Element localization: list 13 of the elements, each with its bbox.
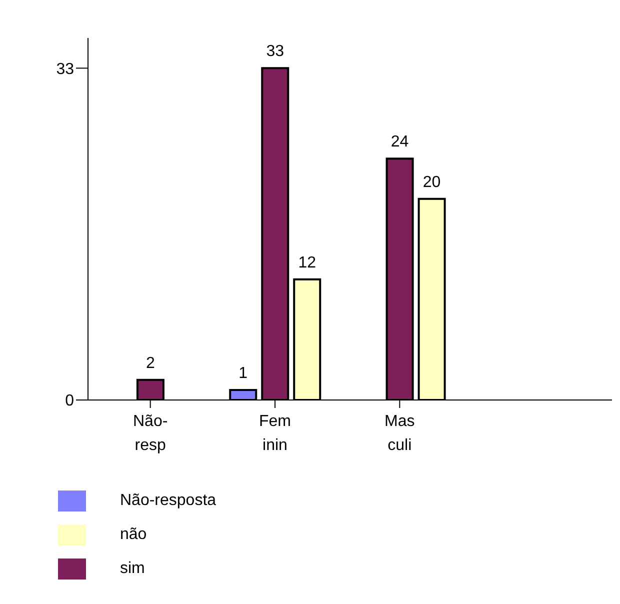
data-label: 1: [238, 364, 248, 382]
legend-label: não: [120, 525, 148, 545]
legend-label: sim: [120, 559, 146, 579]
data-label: 33: [266, 43, 284, 60]
x-tick-label: Não-resp: [132, 413, 168, 454]
legend-label: Não-resposta: [120, 491, 218, 511]
data-label: 12: [298, 254, 316, 272]
data-label: 2: [146, 354, 155, 372]
x-tick-label: Feminin: [259, 413, 291, 454]
x-tick-label: Masculi: [384, 413, 415, 454]
data-label: 24: [390, 134, 409, 151]
y-tick-label: 0: [65, 392, 74, 410]
data-label: 20: [422, 174, 441, 191]
